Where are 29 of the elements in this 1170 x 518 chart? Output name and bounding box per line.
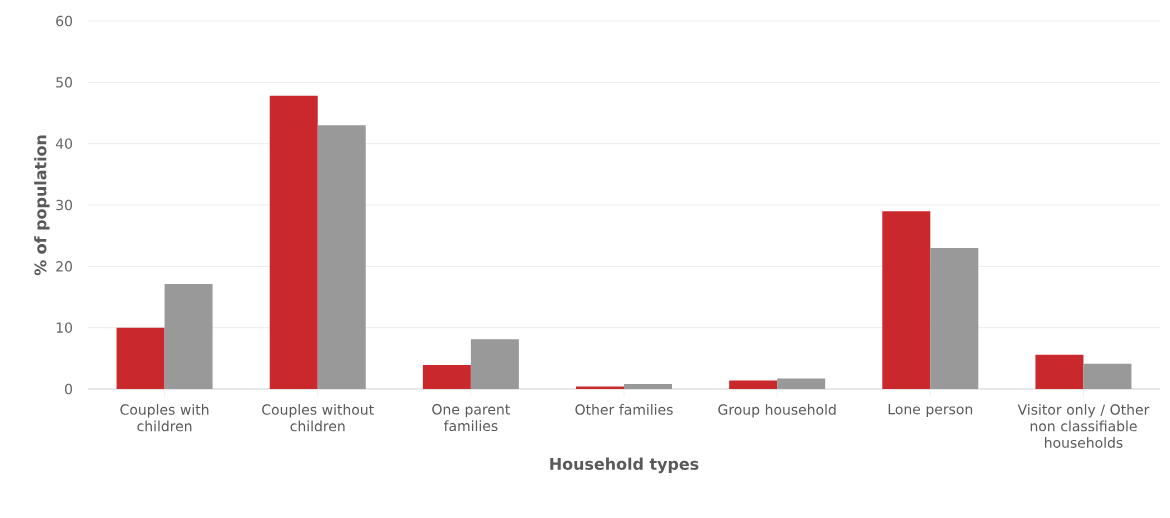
bar bbox=[1083, 363, 1132, 389]
bar bbox=[470, 339, 519, 389]
x-axis-title: Household types bbox=[550, 457, 699, 474]
bar bbox=[882, 211, 931, 389]
bar bbox=[729, 380, 778, 389]
bar bbox=[116, 327, 165, 389]
x-tick-label: Visitor only / Other non classifiable households bbox=[1017, 404, 1150, 448]
x-tick-label: Lone person bbox=[888, 404, 973, 418]
y-tick-label: 60 bbox=[56, 15, 73, 27]
x-tick-label: Couples without children bbox=[262, 404, 374, 432]
y-tick-label: 10 bbox=[56, 322, 73, 333]
bar bbox=[777, 378, 826, 389]
y-tick-label: 30 bbox=[56, 199, 73, 211]
x-tick-label: One parent families bbox=[432, 404, 510, 432]
y-axis-title: % of population bbox=[34, 135, 50, 276]
bar bbox=[422, 365, 471, 389]
bar bbox=[930, 247, 979, 389]
y-tick-label: 0 bbox=[65, 383, 73, 395]
bar bbox=[269, 95, 318, 389]
y-tick-label: 40 bbox=[55, 138, 73, 149]
y-tick-label: 20 bbox=[56, 261, 73, 272]
bar bbox=[164, 284, 213, 389]
bar bbox=[317, 125, 366, 389]
x-tick-label: Couples with children bbox=[120, 404, 209, 432]
x-tick-label: Group household bbox=[718, 404, 836, 418]
x-tick-label: Other families bbox=[575, 404, 673, 415]
y-tick-label: 50 bbox=[56, 77, 73, 88]
bar bbox=[1035, 354, 1084, 389]
bar bbox=[624, 384, 673, 389]
